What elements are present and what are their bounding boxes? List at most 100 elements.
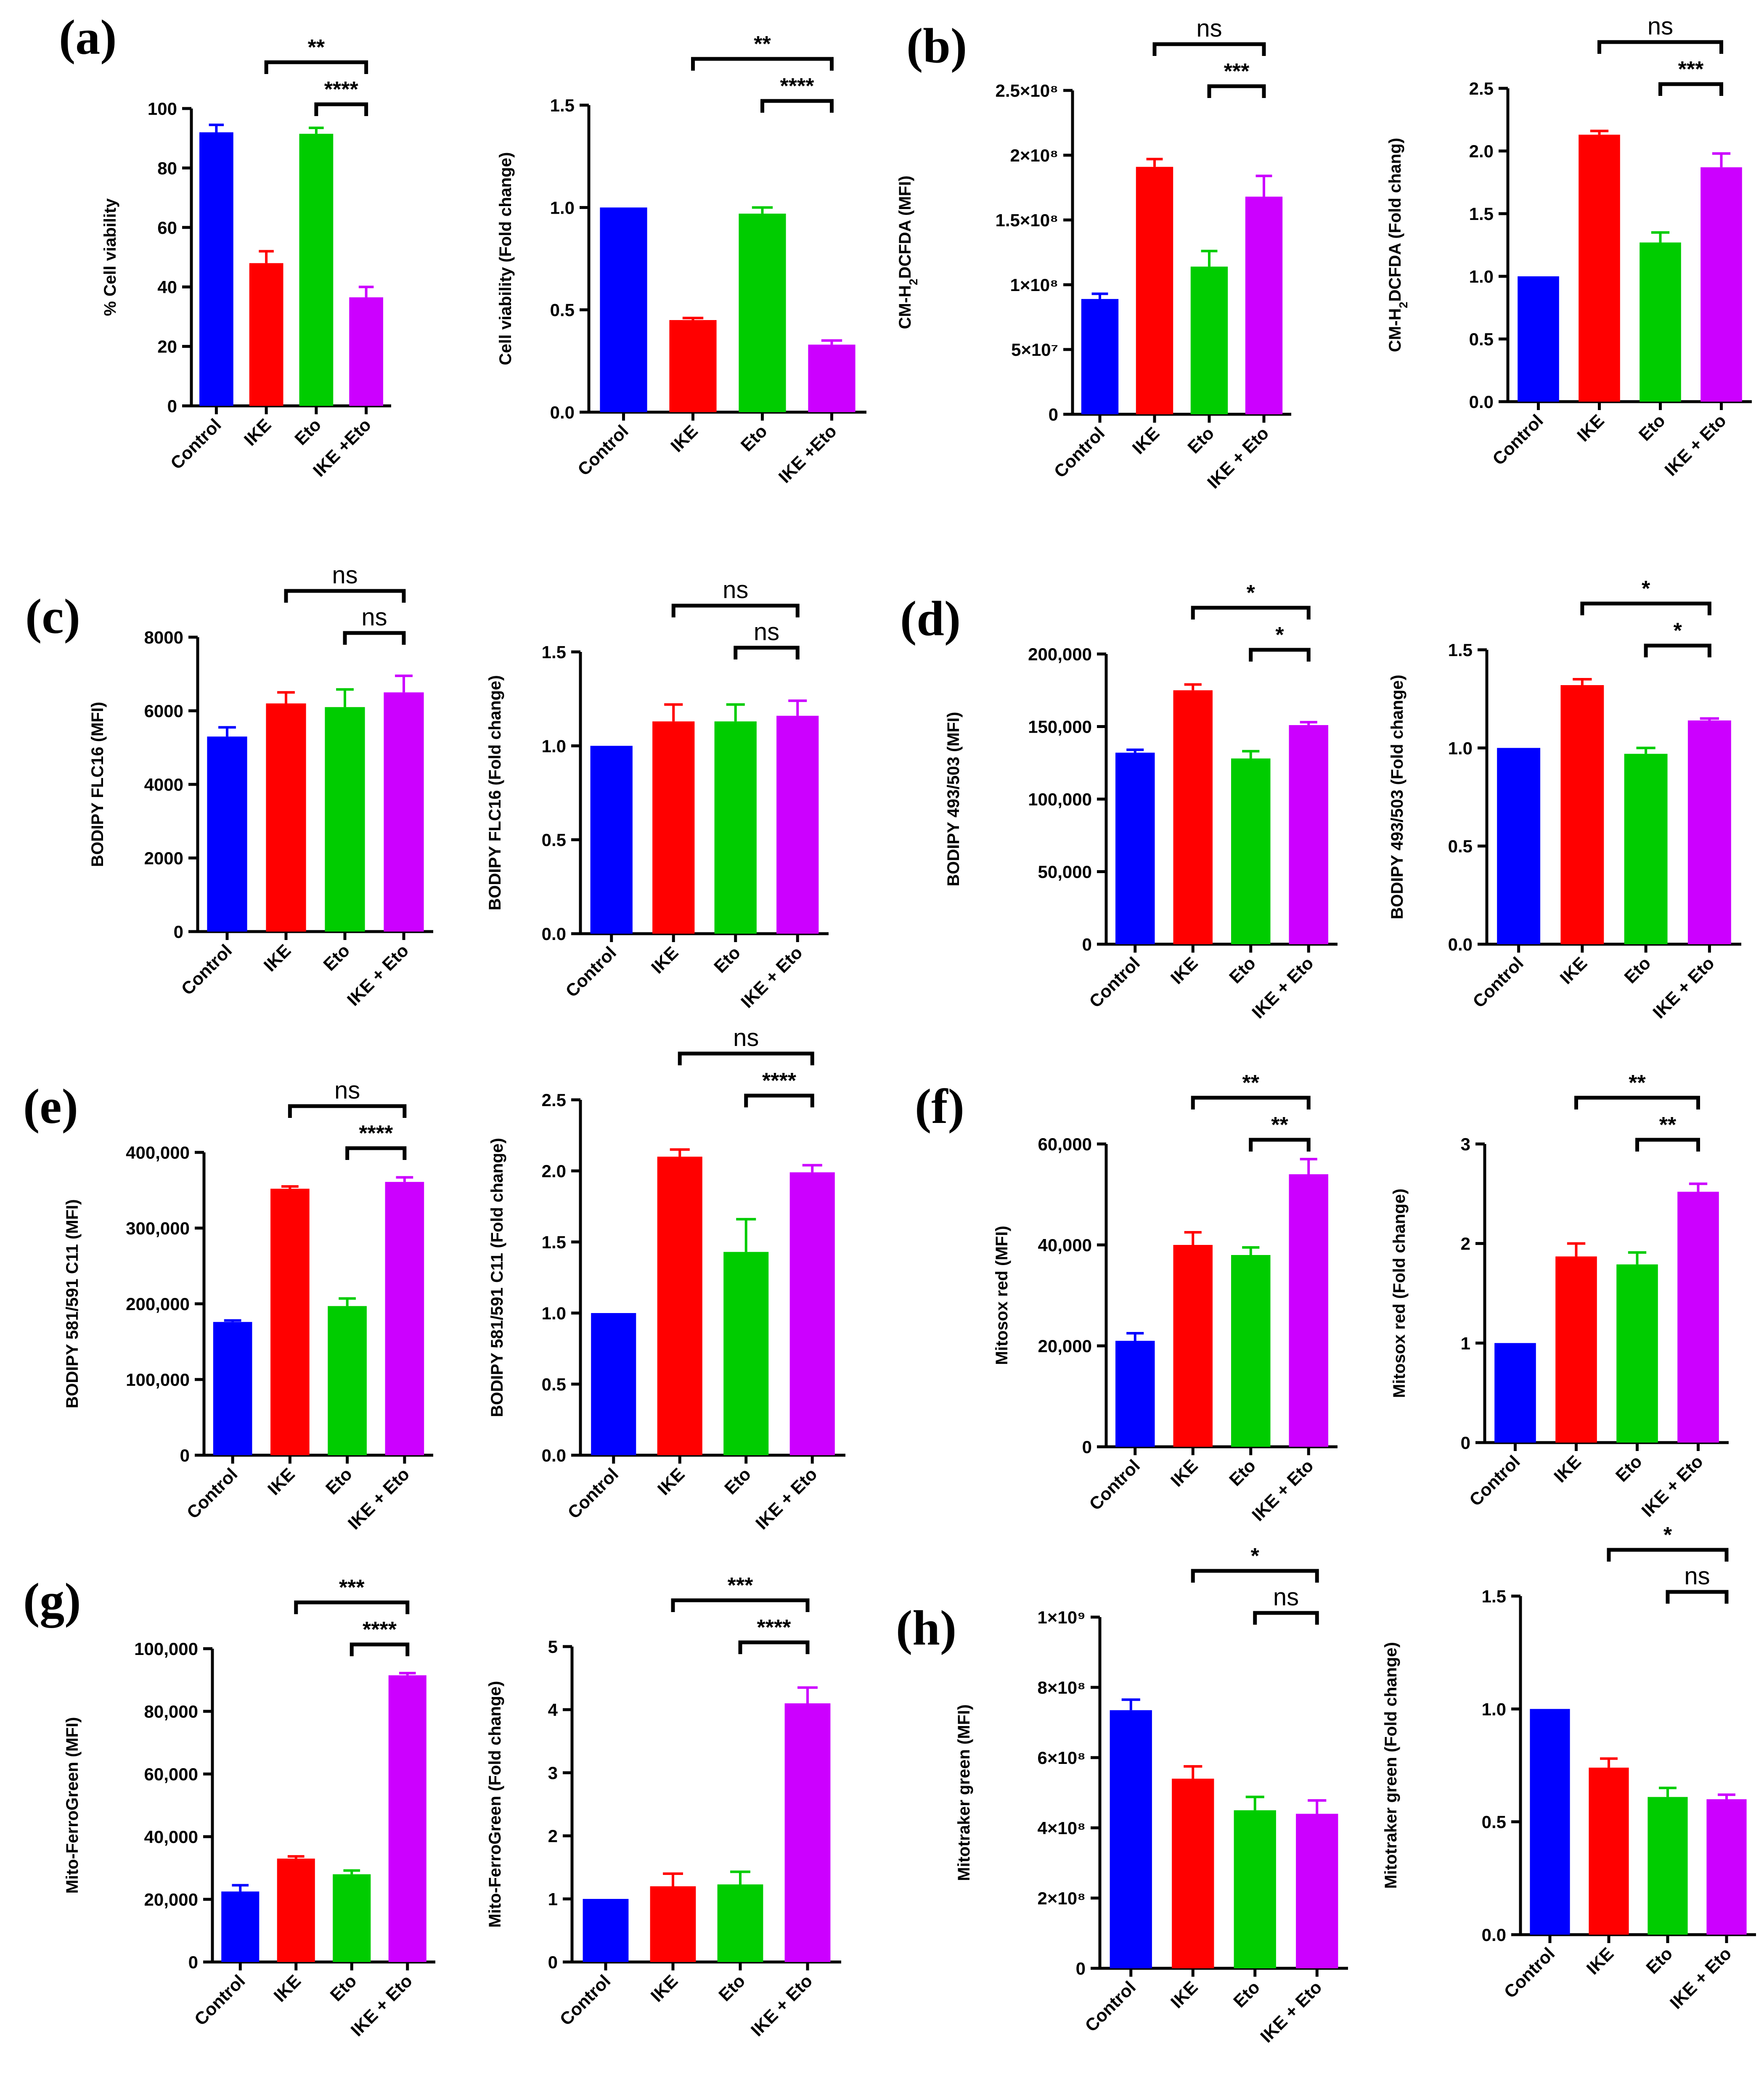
significance-bracket — [734, 646, 800, 659]
x-tick-label: IKE + Eto — [1666, 1943, 1735, 2012]
bar-ike — [657, 1157, 702, 1455]
y-tick-label: 40 — [157, 277, 177, 297]
y-tick-label: 1.0 — [542, 736, 566, 756]
y-axis-label-c2: BODIPY FLC16 (Fold change) — [486, 675, 504, 910]
significance-label: ns — [1196, 15, 1222, 42]
y-axis-label-f2: Mitosox red (Fold change) — [1390, 1189, 1409, 1398]
bar-eto — [1231, 758, 1271, 944]
significance-label: *** — [1678, 57, 1704, 82]
bar-eto — [1190, 266, 1228, 414]
significance-bracket — [345, 1146, 407, 1160]
chart-c1: 0 2000 4000 6000 8000 BODIPY FLC16 (MFI) Contr… — [88, 561, 433, 1010]
x-tick-label: IKE — [1583, 1943, 1618, 1978]
x-tick-label: Control — [1081, 1977, 1139, 2036]
x-tick-label: Control — [191, 1971, 249, 2029]
y-axis-label-h2: Mitotraker green (Fold change) — [1382, 1642, 1400, 1889]
bar-control — [590, 746, 633, 934]
x-tick-label: IKE — [647, 1971, 682, 2006]
x-tick-label: IKE + Eto — [1256, 1977, 1325, 2046]
significance-label: **** — [757, 1615, 792, 1640]
y-tick-label: 0.0 — [542, 1446, 566, 1465]
significance-bracket — [1191, 1096, 1311, 1109]
significance-label: ns — [334, 1077, 360, 1104]
bar-control — [591, 1313, 636, 1455]
chart-b2: 0.0 0.5 1.0 1.5 2.0 2.5 CM-H2DCFDA (Fold chang… — [1386, 13, 1752, 480]
significance-label: **** — [363, 1618, 397, 1642]
chart-e1: 0 100,000 200,000 300,000 400,000 BODIPY 581/… — [63, 1077, 433, 1533]
y-tick-label: 0.0 — [542, 924, 566, 944]
bar-control — [213, 1322, 252, 1455]
significance-label: ** — [754, 32, 771, 56]
bar-eto — [1640, 242, 1681, 402]
y-axis-label-c1: BODIPY FLC16 (MFI) — [88, 702, 107, 867]
bar-ike — [1579, 135, 1620, 402]
x-tick-label: Control — [1469, 953, 1527, 1011]
y-tick-label: 1×10⁸ — [1010, 275, 1058, 295]
y-tick-label: 400,000 — [126, 1143, 190, 1162]
y-axis-label-d2: BODIPY 493/503 (Fold change) — [1388, 675, 1406, 919]
x-tick-label: IKE — [1556, 953, 1591, 988]
bar-ike-eto — [384, 692, 424, 932]
y-tick-label: 1.5 — [1469, 204, 1494, 224]
y-tick-label: 2.5 — [542, 1090, 566, 1110]
significance-label: **** — [324, 77, 359, 102]
bar-eto — [1234, 1810, 1276, 1968]
y-tick-label: 1.0 — [1482, 1699, 1506, 1719]
x-tick-label: IKE — [654, 1464, 689, 1499]
significance-label: ns — [733, 1024, 759, 1051]
significance-bracket — [343, 631, 406, 645]
significance-bracket — [1249, 648, 1311, 662]
panel-label-c: (c) — [25, 589, 80, 644]
y-tick-label: 0 — [1049, 405, 1058, 424]
x-tick-label: IKE — [264, 1464, 299, 1499]
x-tick-label: IKE — [270, 1971, 305, 2006]
significance-bracket — [1597, 40, 1723, 54]
bar-ike-eto — [789, 1172, 835, 1455]
bar-ike — [1555, 1256, 1597, 1443]
y-axis-label-g1: Mito-FerroGreen (MFI) — [63, 1717, 82, 1894]
significance-label: * — [1251, 1544, 1260, 1568]
bar-ike — [669, 320, 717, 412]
y-tick-label: 20 — [157, 337, 177, 357]
y-tick-label: 60,000 — [144, 1764, 198, 1784]
x-tick-label: IKE + Eto — [747, 1971, 816, 2040]
chart-g1: 0 20,000 40,000 60,000 80,000 100,000 Mito-Fer… — [63, 1575, 435, 2040]
y-axis-label-f1: Mitosox red (MFI) — [993, 1226, 1011, 1365]
bar-eto — [299, 134, 334, 406]
significance-bracket — [738, 1640, 810, 1654]
bar-ike-eto — [349, 297, 383, 406]
x-tick-label: Control — [1489, 410, 1547, 469]
x-tick-label: IKE + Eto — [344, 1464, 413, 1533]
y-tick-label: 50,000 — [1038, 862, 1092, 882]
y-axis-label-a2: Cell viability (Fold change) — [496, 152, 515, 365]
y-axis-label-e1: BODIPY 581/591 C11 (MFI) — [63, 1199, 82, 1408]
y-tick-label: 1.0 — [542, 1303, 566, 1323]
y-tick-label: 0.5 — [542, 1374, 566, 1394]
y-tick-label: 8×10⁸ — [1038, 1678, 1086, 1697]
significance-bracket — [1635, 1138, 1700, 1152]
significance-label: ns — [332, 561, 358, 589]
y-axis-label-b1: CM-H2DCFDA (MFI) — [896, 175, 920, 329]
y-tick-label: 3 — [548, 1763, 558, 1783]
chart-c2: 0.0 0.5 1.0 1.5 BODIPY FLC16 (Fold change) Co… — [486, 576, 829, 1012]
y-tick-label: 20,000 — [1038, 1336, 1092, 1356]
significance-bracket — [760, 99, 834, 113]
bar-ike — [270, 1189, 310, 1455]
x-tick-label: IKE +Eto — [775, 421, 840, 487]
y-tick-label: 4 — [548, 1700, 558, 1720]
y-tick-label: 1 — [1461, 1333, 1470, 1353]
significance-bracket — [1249, 1138, 1311, 1152]
bar-control — [1081, 299, 1119, 414]
bar-eto — [333, 1874, 371, 1962]
bar-control — [1497, 748, 1541, 944]
y-tick-label: 1.5 — [1482, 1586, 1506, 1606]
significance-bracket — [678, 1051, 814, 1065]
bar-ike-eto — [1677, 1191, 1719, 1443]
y-tick-label: 4×10⁸ — [1038, 1818, 1086, 1838]
x-tick-label: IKE — [240, 415, 275, 450]
panel-label-e: (e) — [23, 1079, 78, 1134]
significance-label: * — [1674, 619, 1682, 643]
y-tick-label: 2 — [548, 1826, 558, 1846]
bar-ike-eto — [1245, 196, 1283, 414]
